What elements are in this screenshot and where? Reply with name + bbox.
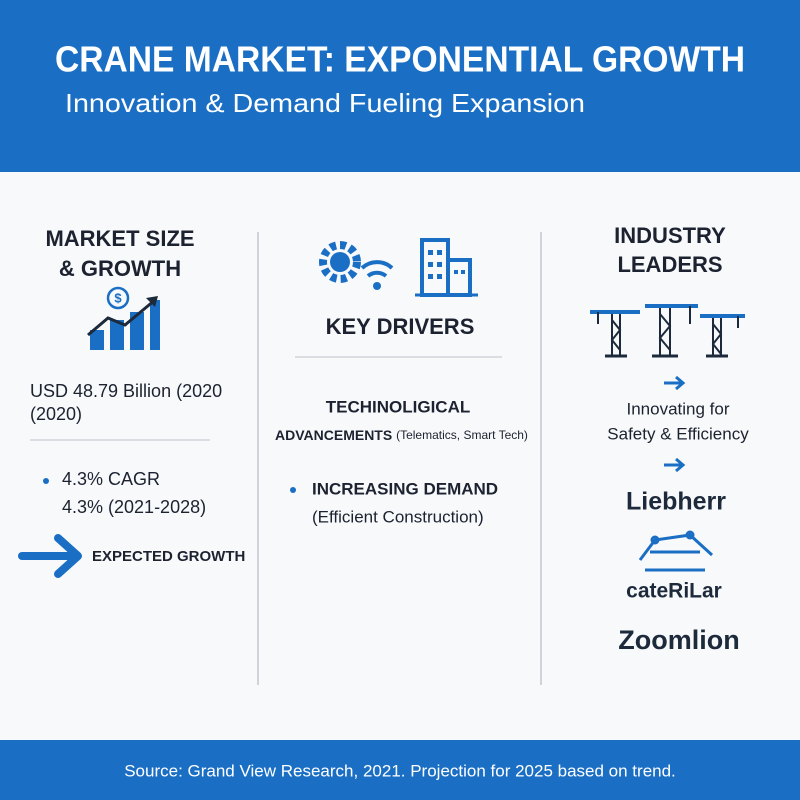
footer-band bbox=[0, 740, 800, 800]
company: Zoomlion bbox=[618, 625, 739, 655]
company: cateRiLar bbox=[626, 580, 722, 603]
bullet bbox=[43, 478, 49, 484]
section-title: & GROWTH bbox=[59, 256, 181, 281]
cagr: 4.3% CAGR bbox=[62, 469, 160, 489]
leaders-note: Safety & Efficiency bbox=[607, 424, 749, 443]
arrow-icon bbox=[664, 375, 686, 391]
market-size: (2020) bbox=[30, 404, 82, 424]
excavator-icon bbox=[638, 530, 714, 572]
driver-note: (Telematics, Smart Tech) bbox=[396, 428, 528, 442]
svg-text:$: $ bbox=[114, 290, 122, 305]
leaders-note: Innovating for bbox=[626, 399, 729, 418]
drivers-icon bbox=[319, 238, 478, 297]
driver: INCREASING DEMAND bbox=[312, 479, 498, 498]
driver: ADVANCEMENTS (Telematics, Smart Tech) bbox=[275, 427, 528, 443]
driver-note: (Efficient Construction) bbox=[312, 507, 484, 526]
growth-icon: $ bbox=[87, 286, 160, 350]
arrow-icon bbox=[18, 534, 82, 578]
section-title: INDUSTRY bbox=[614, 223, 726, 248]
company: Liebherr bbox=[626, 488, 726, 516]
title: CRANE MARKET: EXPONENTIAL GROWTH bbox=[55, 39, 745, 80]
cranes-icon bbox=[590, 304, 745, 358]
arrow-icon bbox=[664, 457, 686, 473]
driver: ADVANCEMENTS bbox=[275, 427, 392, 443]
section-title: MARKET SIZE bbox=[45, 226, 194, 251]
section-title: KEY DRIVERS bbox=[326, 314, 475, 339]
driver: TECHINOLIGICAL bbox=[326, 397, 471, 416]
section-title: LEADERS bbox=[617, 252, 722, 277]
subtitle: Innovation & Demand Fueling Expansion bbox=[65, 88, 585, 118]
market-size: USD 48.79 Billion (2020 bbox=[30, 381, 222, 401]
cagr: 4.3% (2021-2028) bbox=[62, 497, 206, 517]
header-band bbox=[0, 0, 800, 172]
source: Source: Grand View Research, 2021. Proje… bbox=[124, 761, 676, 780]
bullet bbox=[290, 487, 296, 493]
expected-growth: EXPECTED GROWTH bbox=[92, 548, 245, 565]
